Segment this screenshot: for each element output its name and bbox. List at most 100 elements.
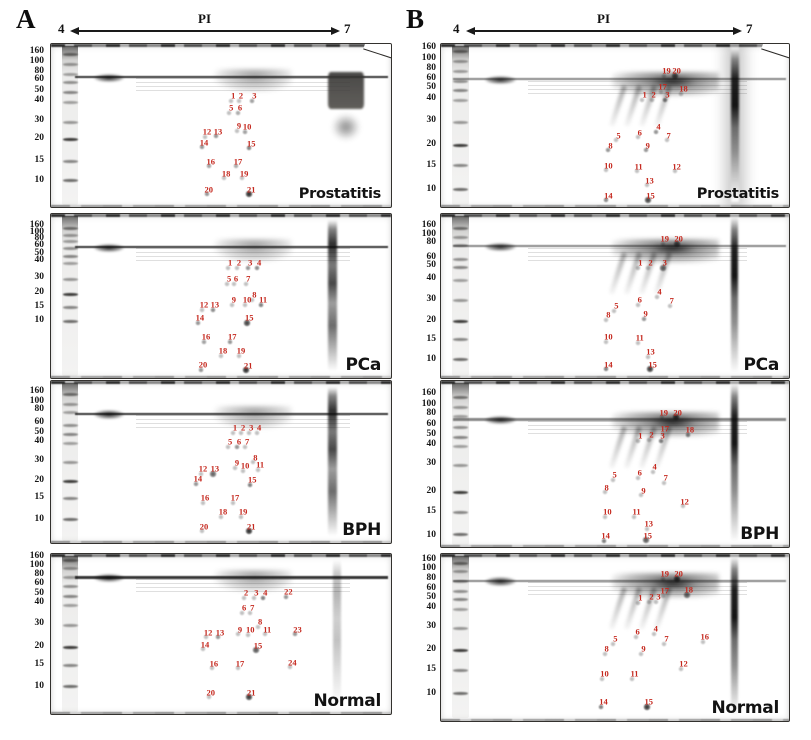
spot-number-2: 2 — [648, 257, 653, 268]
protein-spot-10 — [603, 167, 610, 173]
marker-lane — [61, 45, 79, 205]
spot-number-19: 19 — [662, 65, 671, 76]
left-lane-band — [93, 410, 125, 419]
spot-number-7: 7 — [245, 436, 250, 447]
ladder-band — [452, 266, 469, 270]
ladder-band — [452, 490, 469, 494]
protein-spot-6 — [239, 610, 246, 616]
spot-number-9: 9 — [236, 120, 242, 131]
protein-spot-18 — [221, 175, 228, 181]
protein-spot-5 — [610, 641, 617, 647]
spot-number-1: 1 — [638, 592, 643, 603]
protein-spot-14 — [600, 538, 607, 544]
right-vertical-streak — [328, 219, 338, 371]
protein-spot-8 — [249, 297, 256, 303]
spot-number-19: 19 — [239, 168, 249, 179]
mw-label-30: 30 — [426, 458, 437, 468]
central-smear — [611, 238, 720, 264]
ladder-band — [452, 570, 469, 574]
mw-label-160: 160 — [421, 219, 436, 230]
ladder-band — [62, 319, 78, 323]
spot-number-11: 11 — [256, 459, 265, 470]
protein-spot-15 — [252, 646, 261, 654]
protein-spot-17 — [227, 339, 234, 345]
ladder-band — [452, 608, 469, 612]
streak-lines — [136, 415, 351, 430]
mw-label-50: 50 — [34, 84, 45, 95]
spot-number-4: 4 — [653, 623, 658, 634]
ladder-band — [62, 227, 78, 231]
spot-number-8: 8 — [253, 452, 258, 463]
panel-b-letter: B — [406, 4, 425, 34]
marker-lane — [61, 215, 79, 376]
spot-number-13: 13 — [215, 627, 225, 638]
protein-spot-19 — [236, 353, 243, 359]
mw-label-60: 60 — [34, 416, 45, 427]
spot-number-6: 6 — [637, 294, 642, 305]
mw-label-30: 30 — [34, 455, 45, 466]
protein-spot-3 — [657, 438, 664, 444]
ladder-band — [62, 558, 78, 562]
ladder-band — [62, 603, 78, 607]
mw-label-20: 20 — [426, 314, 437, 325]
spot-number-7: 7 — [669, 295, 674, 306]
protein-spot-2 — [646, 599, 653, 605]
protein-spot-17 — [229, 500, 236, 505]
spot-number-2: 2 — [649, 591, 654, 602]
protein-spot-12 — [671, 168, 678, 174]
protein-spot-1 — [228, 98, 235, 104]
mw-label-15: 15 — [426, 159, 437, 170]
spot-number-15: 15 — [247, 138, 256, 149]
ladder-band — [62, 567, 78, 571]
mw-label-80: 80 — [34, 66, 45, 77]
spot-number-21: 21 — [247, 521, 256, 532]
ladder-band — [452, 463, 469, 467]
mw-label-10: 10 — [426, 529, 437, 540]
central-smear — [611, 573, 720, 599]
ladder-band — [452, 60, 469, 64]
streak-lines — [136, 78, 351, 94]
spot-number-5: 5 — [614, 300, 619, 311]
left-lane-band — [93, 73, 125, 82]
spot-number-7: 7 — [666, 130, 671, 141]
spot-number-19: 19 — [660, 568, 670, 579]
spot-number-16: 16 — [200, 492, 210, 503]
spot-number-18: 18 — [684, 584, 694, 595]
streak-lines — [136, 578, 351, 594]
ladder-band — [62, 80, 78, 84]
ladder-band — [452, 188, 469, 192]
protein-spot-18 — [678, 91, 685, 97]
condition-label: Prostatitis — [696, 186, 780, 202]
spot-number-11: 11 — [635, 332, 644, 343]
protein-spot-16 — [201, 339, 207, 345]
protein-spot-14 — [192, 481, 199, 487]
mw-label-60: 60 — [34, 578, 45, 589]
ladder-band — [452, 414, 469, 418]
ladder-band — [62, 277, 78, 281]
panel-a-pi-right-value: 7 — [344, 21, 351, 36]
protein-spot-11 — [258, 302, 265, 308]
spot-number-1: 1 — [638, 430, 643, 441]
protein-spot-24 — [287, 664, 294, 670]
mw-label-30: 30 — [34, 114, 45, 125]
right-vertical-streak — [328, 386, 338, 536]
spot-number-5: 5 — [228, 436, 233, 447]
condition-label: PCa — [345, 355, 381, 375]
protein-spot-3 — [658, 264, 667, 272]
mw-label-60: 60 — [34, 239, 45, 250]
protein-spot-16 — [205, 163, 212, 169]
spot-number-12: 12 — [199, 299, 209, 310]
protein-spot-7 — [247, 610, 254, 616]
ladder-band — [452, 88, 469, 92]
protein-spot-16 — [199, 500, 206, 505]
mw-label-80: 80 — [426, 573, 437, 584]
ladder-band — [62, 53, 78, 57]
protein-spot-16 — [699, 639, 706, 645]
ladder-band — [62, 685, 78, 689]
spot-number-13: 13 — [645, 175, 654, 186]
ladder-band — [452, 120, 469, 124]
spot-number-15: 15 — [646, 190, 655, 201]
mw-label-100: 100 — [421, 228, 436, 239]
mw-label-20: 20 — [34, 133, 45, 144]
